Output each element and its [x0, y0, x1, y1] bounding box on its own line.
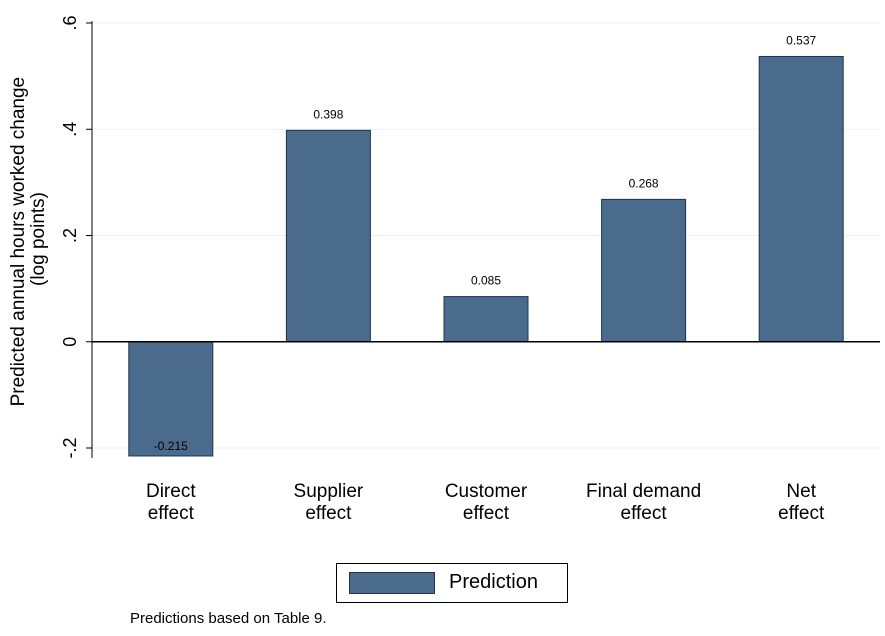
bar — [285, 129, 371, 343]
bar-value-label: 0.268 — [629, 176, 659, 190]
y-tick-label: .2 — [60, 228, 80, 243]
legend-label: Prediction — [449, 571, 538, 593]
bar — [601, 198, 687, 343]
gridlines — [92, 22, 880, 449]
y-tick-label: 0 — [60, 337, 80, 347]
bar-value-label: 0.085 — [471, 274, 501, 288]
bar — [758, 55, 844, 343]
y-axis-title: Predicted annual hours worked change (lo… — [8, 72, 49, 407]
bar-value-label: -0.215 — [154, 439, 188, 453]
bar — [443, 296, 529, 343]
y-axis-title-line-2: (log points) — [28, 192, 49, 286]
x-category-label: Final demand effect — [586, 481, 701, 524]
axes — [86, 21, 880, 458]
x-category-label: Customer effect — [445, 481, 528, 524]
x-category-label: Net effect — [778, 481, 825, 524]
bars — [128, 55, 844, 457]
x-category-label: Direct effect — [146, 481, 196, 524]
legend-swatch — [349, 572, 435, 594]
bar — [128, 341, 214, 457]
y-tick-label: .6 — [60, 15, 80, 30]
chart-note: Predictions based on Table 9. — [130, 610, 327, 627]
bar-value-label: 0.537 — [786, 33, 816, 47]
x-category-label: Supplier effect — [294, 481, 364, 524]
y-tick-label: -.2 — [60, 437, 80, 458]
bar-value-label: 0.398 — [313, 107, 343, 121]
y-axis-title-line-1: Predicted annual hours worked change — [8, 77, 29, 407]
labels: -.2 0 .2 .4 .6 -0.215 Direct effect 0.398 Supplie… — [60, 15, 825, 524]
legend: Prediction — [336, 563, 568, 603]
y-tick-label: .4 — [60, 122, 80, 137]
